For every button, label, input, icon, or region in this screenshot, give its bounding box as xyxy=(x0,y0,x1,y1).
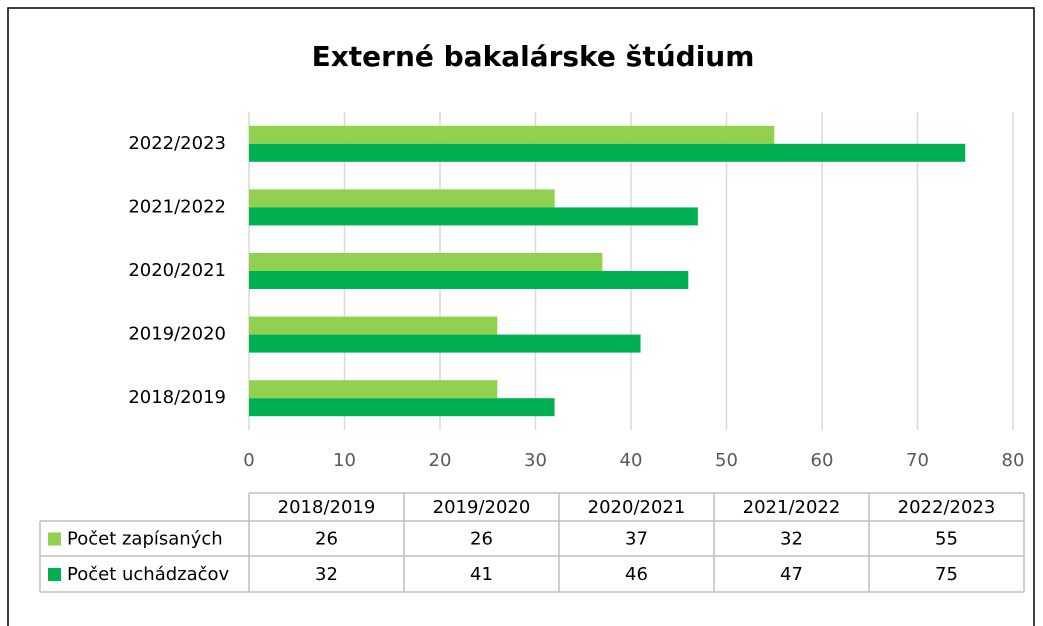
x-tick-label: 10 xyxy=(333,450,356,471)
chart-border xyxy=(7,7,1035,626)
bar xyxy=(249,380,498,399)
bar xyxy=(249,207,698,226)
table-cell: 32 xyxy=(315,564,338,585)
table-cell: 75 xyxy=(935,564,958,585)
bar xyxy=(249,125,775,144)
y-tick-label: 2020/2021 xyxy=(128,260,226,281)
table-cell: 37 xyxy=(625,529,648,550)
x-tick-label: 0 xyxy=(243,450,254,471)
y-tick-label: 2019/2020 xyxy=(128,324,226,345)
bar xyxy=(249,398,555,417)
table-header: 2021/2022 xyxy=(743,497,841,518)
x-tick-label: 70 xyxy=(906,450,929,471)
table-cell: 55 xyxy=(935,529,958,550)
table-header: 2018/2019 xyxy=(278,497,376,518)
y-tick-label: 2022/2023 xyxy=(128,133,226,154)
chart-title: Externé bakalárske štúdium xyxy=(312,40,755,73)
y-tick-label: 2018/2019 xyxy=(128,387,226,408)
bar xyxy=(249,253,603,271)
bar xyxy=(249,143,966,162)
y-tick-label: 2021/2022 xyxy=(128,196,226,217)
x-tick-label: 60 xyxy=(811,450,834,471)
table-cell: 26 xyxy=(315,529,338,550)
x-tick-label: 80 xyxy=(1002,450,1025,471)
x-tick-label: 50 xyxy=(715,450,738,471)
table-cell: 32 xyxy=(780,529,803,550)
bar xyxy=(249,271,689,289)
legend-key xyxy=(48,568,61,581)
table-cell: 41 xyxy=(470,564,493,585)
legend-key xyxy=(48,532,61,546)
table-cell: 26 xyxy=(470,529,493,550)
x-tick-label: 20 xyxy=(429,450,452,471)
legend-label: Počet uchádzačov xyxy=(67,564,230,585)
table-cell: 46 xyxy=(625,564,648,585)
bar xyxy=(249,189,555,208)
table-header: 2022/2023 xyxy=(898,497,996,518)
table-header: 2019/2020 xyxy=(433,497,531,518)
legend-label: Počet zapísaných xyxy=(67,529,223,550)
table-header: 2020/2021 xyxy=(588,497,686,518)
x-tick-label: 40 xyxy=(620,450,643,471)
bar xyxy=(249,316,498,335)
x-tick-label: 30 xyxy=(524,450,547,471)
table-cell: 47 xyxy=(780,564,803,585)
bar xyxy=(249,334,641,353)
